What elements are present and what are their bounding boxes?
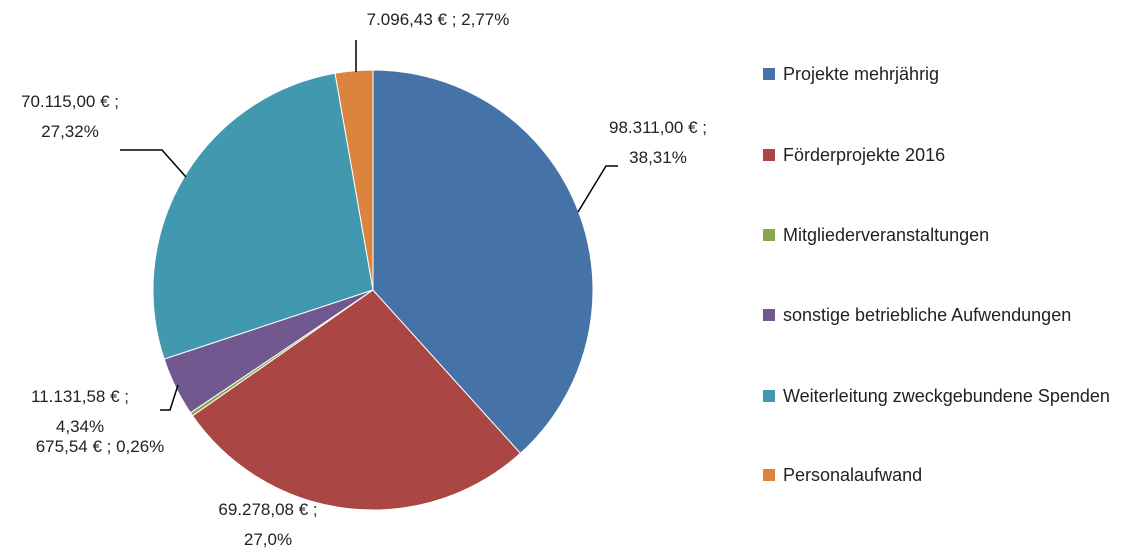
leader-line: [160, 384, 179, 411]
data-label: 11.131,58 € ; 4,34%: [31, 387, 129, 436]
legend-label: sonstige betriebliche Aufwendungen: [783, 305, 1072, 325]
legend-label: Weiterleitung zweckgebundene Spenden: [783, 386, 1110, 406]
legend-swatch: [763, 309, 775, 321]
legend-swatch: [763, 229, 775, 241]
data-label: 70.115,00 € ; 27,32%: [21, 92, 119, 141]
legend-swatch: [763, 149, 775, 161]
data-label: 7.096,43 € ; 2,77%: [366, 10, 510, 29]
legend-label: Mitgliederveranstaltungen: [783, 225, 990, 245]
legend-label: Förderprojekte 2016: [783, 145, 946, 165]
pie-slice: [152, 72, 374, 360]
legend-swatch: [763, 68, 775, 80]
data-label: 69.278,08 € ; 27,0%: [218, 500, 318, 549]
legend-label: Personalaufwand: [783, 465, 923, 485]
data-label: 675,54 € ; 0,26%: [35, 437, 165, 456]
legend-swatch: [763, 390, 775, 402]
leader-line: [577, 165, 618, 213]
data-label: 98.311,00 € ; 38,31%: [609, 118, 707, 167]
legend-label: Projekte mehrjährig: [783, 64, 940, 84]
pie-slice: [191, 289, 522, 511]
legend-swatch: [763, 469, 775, 481]
leader-line: [120, 149, 187, 178]
